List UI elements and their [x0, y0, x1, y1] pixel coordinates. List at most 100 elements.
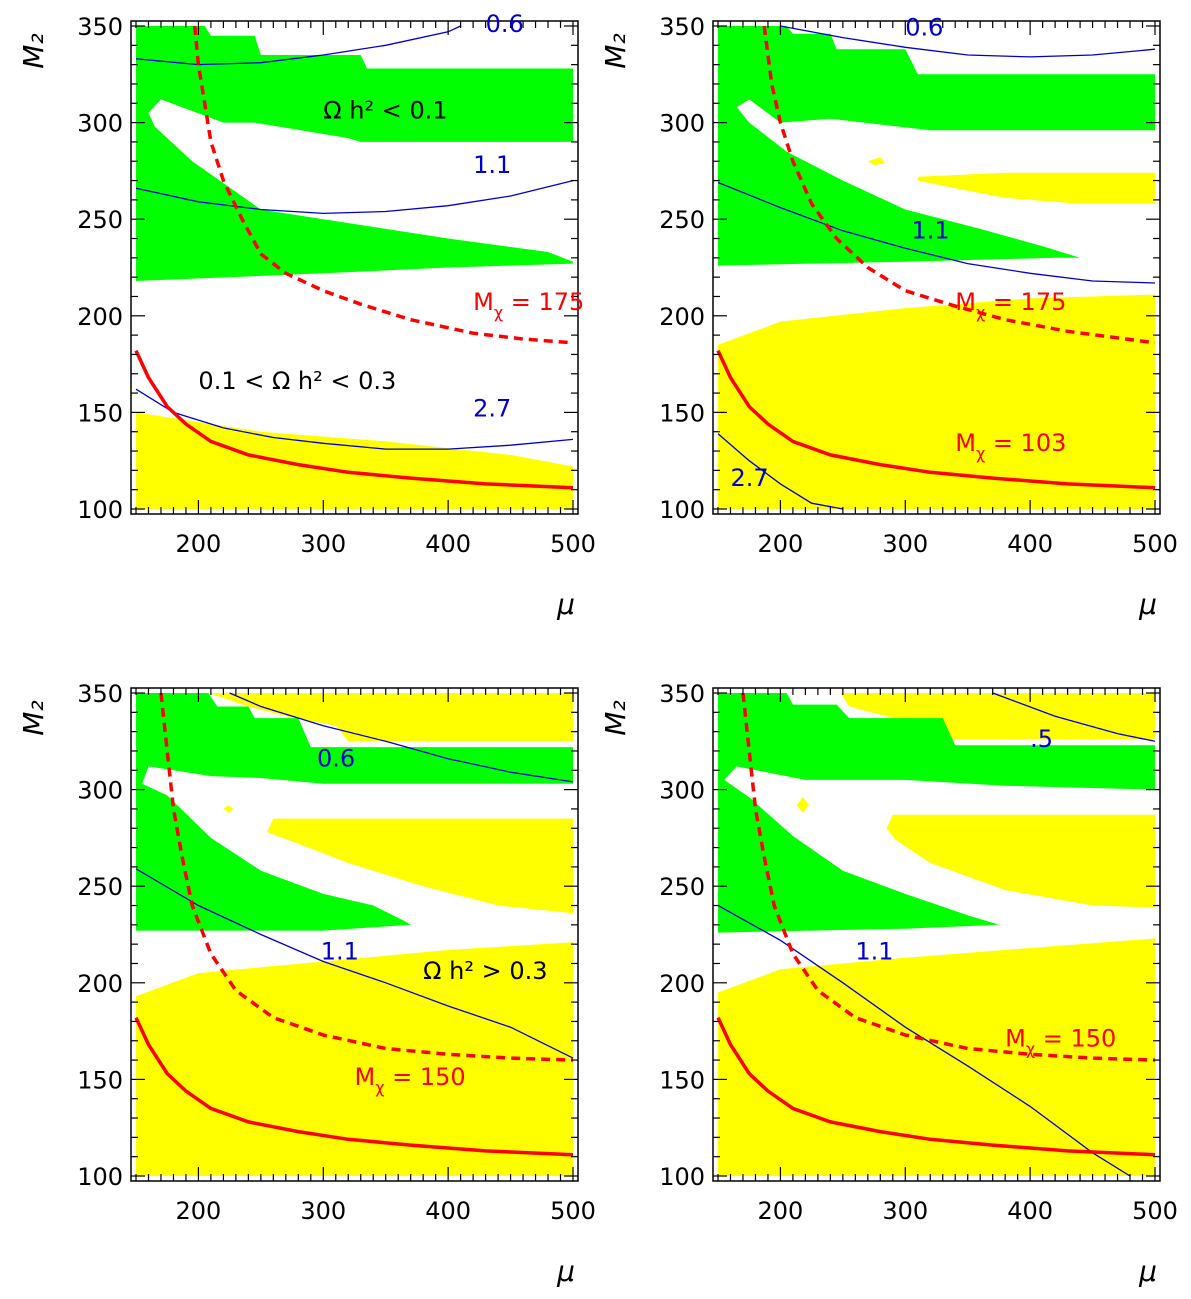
- region-yellow: [867, 157, 886, 166]
- contour-line: [135, 179, 574, 215]
- panel-top-left: 200 300 400 500 100 150 200 250 300 350 μ M₂ 0.6 1.1 2…: [17, 10, 596, 621]
- region-yellow: [208, 693, 573, 742]
- x-axis-title: μ: [556, 588, 575, 621]
- region-green: [718, 26, 1155, 266]
- mass-curve-solid: [134, 1016, 574, 1157]
- y-tick-label: 150: [659, 1066, 705, 1094]
- x-tick-label: 500: [550, 530, 596, 558]
- contour-label: 0.6: [486, 10, 524, 38]
- x-tick-label: 200: [758, 530, 804, 558]
- panel-top-right: 200 300 400 500 100 150 200 250 300 350 μ M₂ 0.6 1.1 2…: [599, 13, 1178, 621]
- plot-area: [134, 25, 574, 509]
- ticks: [713, 688, 1160, 1181]
- ticks: [713, 21, 1160, 514]
- x-axis-title: μ: [1138, 588, 1157, 621]
- y-tick-label: 250: [77, 206, 123, 234]
- contour-label: 0.6: [317, 744, 355, 772]
- region-green: [136, 693, 573, 931]
- y-tick-label: 100: [659, 1163, 705, 1191]
- y-tick-label: 300: [659, 110, 705, 138]
- y-tick-label: 200: [659, 970, 705, 998]
- ticks: [131, 21, 578, 514]
- region-label: Ω h² > 0.3: [423, 957, 547, 985]
- contour-line: [992, 692, 1156, 742]
- region-yellow: [718, 294, 1155, 509]
- plot-frame: [130, 20, 579, 515]
- y-tick-label: 200: [77, 970, 123, 998]
- contour-label: 1.1: [473, 151, 511, 179]
- y-tick-label: 100: [77, 1163, 123, 1191]
- y-axis-title: M₂: [17, 33, 50, 68]
- contour-label: 1.1: [321, 938, 359, 966]
- region-label: Ω h² < 0.1: [323, 97, 447, 125]
- contour-label: 2.7: [730, 464, 768, 492]
- contour-line: [135, 388, 574, 450]
- y-tick-label: 250: [77, 873, 123, 901]
- mass-curve-dashed: [762, 25, 1156, 345]
- y-tick-label: 350: [77, 680, 123, 708]
- x-tick-label: 200: [758, 1197, 804, 1225]
- region-label: 0.1 < Ω h² < 0.3: [198, 367, 396, 395]
- x-axis-title: μ: [1138, 1255, 1157, 1288]
- panel-bottom-left: 200 300 400 500 100 150 200 250 300 350 μ M₂ 0.6 1.1 Ω…: [17, 680, 596, 1288]
- mass-label: Mχ = 150: [355, 1063, 466, 1097]
- contour-label: 2.7: [473, 394, 511, 422]
- y-tick-label: 250: [659, 206, 705, 234]
- y-tick-label: 100: [77, 496, 123, 524]
- y-tick-label: 300: [77, 110, 123, 138]
- y-tick-label: 250: [659, 873, 705, 901]
- y-tick-label: 100: [659, 496, 705, 524]
- contour-line: [135, 868, 574, 1059]
- x-tick-label: 500: [1132, 1197, 1178, 1225]
- y-axis-title: M₂: [599, 700, 632, 735]
- region-yellow: [886, 814, 1155, 908]
- mass-curve-solid: [716, 349, 1156, 490]
- plot-area: [716, 25, 1156, 510]
- y-tick-label: 300: [77, 777, 123, 805]
- y-tick-label: 150: [77, 399, 123, 427]
- contour-label: 1.1: [855, 938, 893, 966]
- contour-label: 0.6: [905, 14, 943, 42]
- mass-curve-dashed: [192, 25, 574, 345]
- x-tick-label: 400: [425, 1197, 471, 1225]
- region-green: [718, 693, 1155, 933]
- contour-line: [717, 181, 1156, 284]
- y-tick-label: 350: [77, 13, 123, 41]
- plot-area: [134, 692, 574, 1176]
- contour-line: [780, 25, 1156, 58]
- x-tick-label: 300: [300, 1197, 346, 1225]
- y-axis-title: M₂: [599, 33, 632, 68]
- mass-label: Mχ = 175: [473, 288, 584, 322]
- region-yellow: [136, 942, 573, 1176]
- region-yellow: [136, 412, 573, 509]
- x-tick-label: 500: [1132, 530, 1178, 558]
- panel-bottom-right: 200 300 400 500 100 150 200 250 300 350 μ M₂ .5 1.1 Mχ…: [599, 680, 1178, 1288]
- y-tick-label: 300: [659, 777, 705, 805]
- contour-label: .5: [1030, 725, 1053, 753]
- x-tick-label: 500: [550, 1197, 596, 1225]
- plot-area: [716, 692, 1156, 1177]
- mass-label: Mχ = 150: [1005, 1025, 1116, 1059]
- region-yellow: [840, 693, 1155, 740]
- y-tick-label: 350: [659, 13, 705, 41]
- plot-frame: [712, 687, 1161, 1182]
- y-tick-label: 350: [659, 680, 705, 708]
- mass-curve-solid: [716, 1016, 1156, 1157]
- x-tick-label: 200: [176, 1197, 222, 1225]
- mass-curve-solid: [134, 349, 574, 490]
- y-tick-label: 200: [77, 303, 123, 331]
- region-yellow: [796, 797, 810, 813]
- y-axis-title: M₂: [17, 700, 50, 735]
- x-tick-label: 200: [176, 530, 222, 558]
- x-tick-label: 400: [1007, 530, 1053, 558]
- x-axis-title: μ: [556, 1255, 575, 1288]
- y-tick-label: 150: [659, 399, 705, 427]
- contour-line: [717, 433, 844, 510]
- contour-line: [229, 692, 574, 783]
- x-tick-label: 400: [1007, 1197, 1053, 1225]
- ticks: [131, 688, 578, 1181]
- region-yellow: [267, 818, 573, 914]
- plot-frame: [712, 20, 1161, 515]
- mass-label: Mχ = 175: [955, 288, 1066, 322]
